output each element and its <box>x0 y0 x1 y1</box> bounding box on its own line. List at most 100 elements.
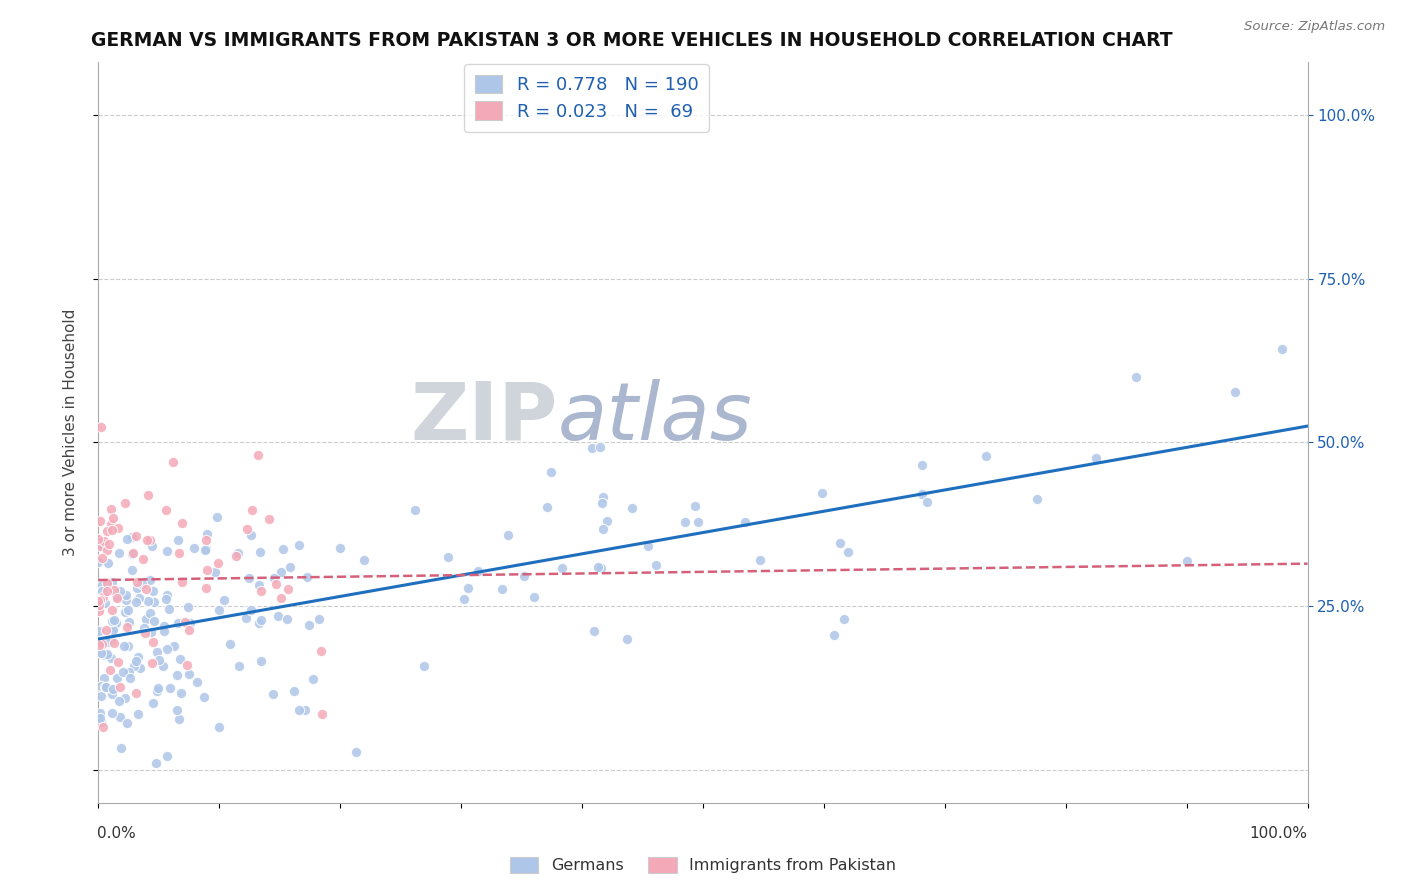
Point <box>172 516 194 530</box>
Point <box>179 615 201 630</box>
Point <box>551 561 574 575</box>
Point <box>101 574 124 589</box>
Point <box>111 665 134 679</box>
Point <box>156 642 179 657</box>
Point <box>166 703 188 717</box>
Point <box>278 559 301 574</box>
Point <box>96 576 118 591</box>
Point <box>96 623 118 637</box>
Point <box>96 635 118 649</box>
Point <box>90 538 112 552</box>
Text: 0.0%: 0.0% <box>97 826 136 841</box>
Point <box>90 550 112 565</box>
Point <box>270 591 292 606</box>
Point <box>87 594 110 608</box>
Point <box>124 686 146 700</box>
Point <box>686 515 709 529</box>
Point <box>344 745 367 759</box>
Point <box>94 648 117 662</box>
Point <box>195 527 218 541</box>
Text: 100.0%: 100.0% <box>1250 826 1308 841</box>
Point <box>153 619 176 633</box>
Point <box>152 658 174 673</box>
Point <box>117 640 139 654</box>
Point <box>89 514 111 528</box>
Point <box>169 652 191 666</box>
Point <box>170 685 193 699</box>
Point <box>1084 450 1107 465</box>
Point <box>177 667 200 681</box>
Point <box>644 558 666 572</box>
Point <box>105 591 128 605</box>
Point <box>142 634 165 648</box>
Point <box>105 590 128 604</box>
Point <box>591 496 613 510</box>
Point <box>89 711 111 725</box>
Text: atlas: atlas <box>558 379 752 457</box>
Point <box>142 614 165 628</box>
Point <box>105 615 128 630</box>
Point <box>117 532 139 546</box>
Point <box>94 680 117 694</box>
Point <box>295 570 318 584</box>
Point <box>118 665 141 680</box>
Point <box>620 500 643 515</box>
Point <box>96 543 118 558</box>
Point <box>101 682 124 697</box>
Point <box>91 720 114 734</box>
Point <box>262 687 284 701</box>
Point <box>87 555 110 569</box>
Point <box>915 495 938 509</box>
Point <box>139 625 162 640</box>
Point <box>118 671 141 685</box>
Point <box>235 522 257 536</box>
Point <box>103 613 125 627</box>
Point <box>121 531 143 545</box>
Point <box>823 628 845 642</box>
Point <box>142 696 165 710</box>
Point <box>195 563 218 577</box>
Point <box>121 563 143 577</box>
Point <box>118 615 141 630</box>
Point <box>183 541 205 555</box>
Point <box>194 543 217 558</box>
Point <box>1026 492 1049 507</box>
Point <box>131 576 153 591</box>
Point <box>437 549 460 564</box>
Point <box>90 646 112 660</box>
Point <box>586 560 609 574</box>
Point <box>103 583 125 598</box>
Point <box>208 720 231 734</box>
Point <box>134 625 156 640</box>
Point <box>115 592 138 607</box>
Point <box>225 549 247 564</box>
Point <box>98 663 121 677</box>
Point <box>238 571 260 585</box>
Point <box>89 592 111 607</box>
Point <box>592 522 614 536</box>
Point <box>596 514 619 528</box>
Point <box>513 569 536 583</box>
Point <box>204 566 226 580</box>
Point <box>734 515 756 529</box>
Point <box>218 637 240 651</box>
Point <box>89 539 111 553</box>
Point <box>128 661 150 675</box>
Point <box>249 613 271 627</box>
Legend: R = 0.778   N = 190, R = 0.023   N =  69: R = 0.778 N = 190, R = 0.023 N = 69 <box>464 64 709 132</box>
Point <box>273 542 295 557</box>
Point <box>176 658 198 673</box>
Point <box>115 588 138 602</box>
Point <box>112 639 135 653</box>
Point <box>127 581 149 595</box>
Point <box>91 637 114 651</box>
Point <box>266 608 288 623</box>
Point <box>87 638 110 652</box>
Point <box>491 582 513 597</box>
Point <box>91 647 114 661</box>
Point <box>93 671 115 685</box>
Point <box>97 557 120 571</box>
Point <box>90 689 112 703</box>
Point <box>240 528 263 542</box>
Point <box>616 632 638 646</box>
